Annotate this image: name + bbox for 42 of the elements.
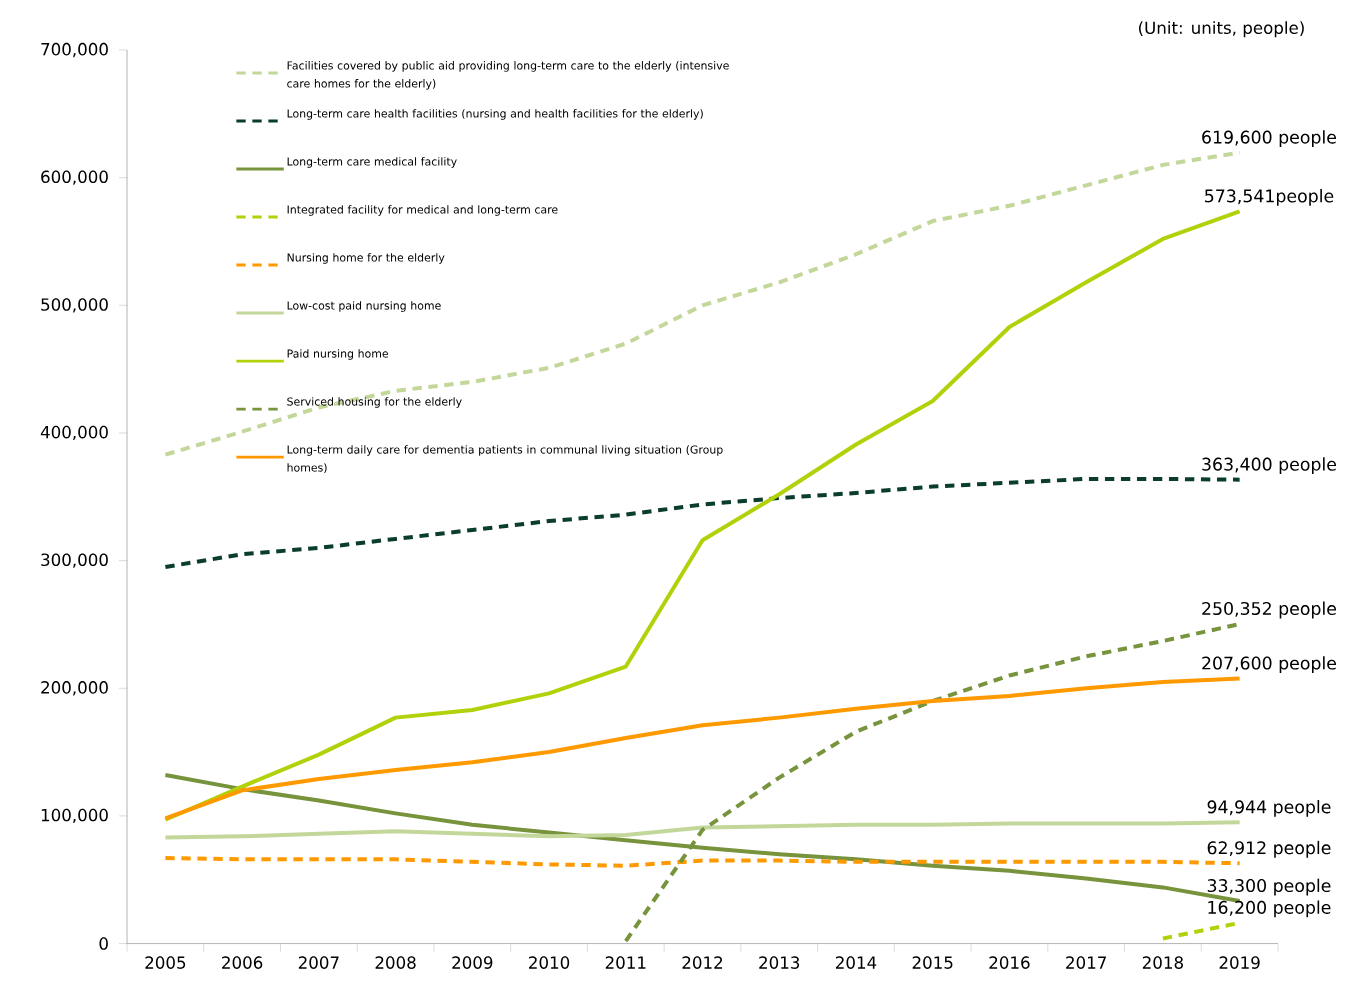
y-tick-label: 300,000 — [41, 553, 108, 568]
legend-label: Low-cost paid nursing home — [287, 301, 441, 312]
data-label: 62,912 people — [1207, 841, 1331, 858]
x-tick-label: 2014 — [835, 956, 877, 970]
text: (Unit: units, people) — [1139, 21, 1304, 38]
y-tick-label: 200,000 — [41, 681, 108, 696]
x-tick-label: 2005 — [145, 956, 186, 970]
x-tick-label: 2009 — [452, 956, 493, 970]
legend-label: Nursing home for the elderly — [287, 253, 445, 264]
y-tick-label: 100,000 — [41, 808, 108, 824]
x-tick-label: 2017 — [1066, 956, 1106, 970]
data-label: 363,400 people — [1202, 457, 1337, 475]
legend-label: Facilities covered by public aid providing long-term care to the elderly (intensive care homes for the elderly) — [287, 61, 729, 90]
data-label: 250,352 people — [1202, 601, 1337, 619]
x-tick-label: 2016 — [989, 956, 1030, 970]
x-tick-label: 2013 — [759, 956, 800, 970]
y-tick-label: 700,000 — [41, 43, 108, 58]
legend-label: Long-term care health facilities (nursing and health facilities for the elderly) — [287, 109, 703, 120]
x-tick-label: 2018 — [1142, 956, 1183, 970]
y-tick-label: 500,000 — [41, 298, 108, 313]
x-tick-label: 2008 — [375, 956, 416, 970]
x-tick-label: 2010 — [529, 956, 570, 970]
y-tick-label: 0 — [99, 937, 108, 951]
data-label: 573,541people — [1205, 189, 1334, 207]
legend-label: Long-term care medical facility — [287, 157, 457, 168]
legend-label: Long-term daily care for dementia patients in communal living situation (Group homes) — [287, 445, 723, 474]
y-tick-label: 400,000 — [40, 426, 108, 441]
legend-label: Paid nursing home — [287, 349, 389, 360]
x-tick-label: 2006 — [222, 956, 263, 970]
legend-label: Serviced housing for the elderly — [287, 397, 462, 408]
data-label: 619,600 people — [1202, 130, 1337, 148]
x-tick-label: 2015 — [912, 956, 953, 970]
data-label: 207,600 people — [1202, 656, 1337, 674]
x-tick-label: 2011 — [605, 956, 646, 970]
y-tick-label: 600,000 — [41, 170, 108, 186]
legend-label: Integrated facility for medical and long-term care — [287, 205, 558, 216]
data-label: 16,200 people — [1208, 900, 1331, 918]
data-label: 94,944 people — [1207, 800, 1331, 817]
data-label: 33,300 people — [1207, 878, 1331, 896]
x-tick-label: 2019 — [1219, 956, 1260, 970]
x-tick-label: 2007 — [298, 956, 339, 970]
x-tick-label: 2012 — [682, 956, 723, 970]
